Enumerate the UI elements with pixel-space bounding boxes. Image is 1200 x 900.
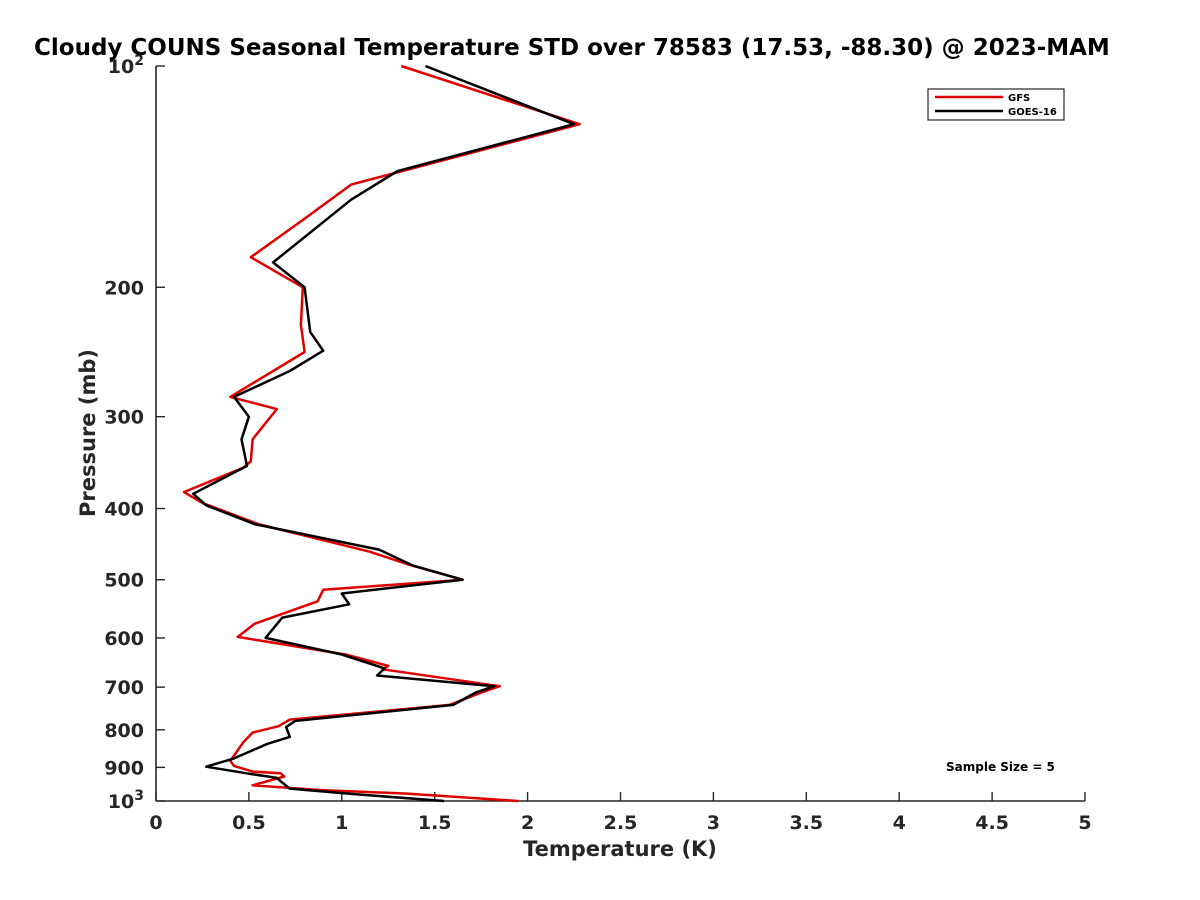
y-ticks: 102 200 300 400 500 600 700 800 900 103	[104, 53, 165, 813]
x-tick-label: 2	[521, 812, 534, 834]
x-tick-label: 4	[893, 812, 906, 834]
y-axis-label: Pressure (mb)	[76, 349, 100, 517]
y-tick-label: 800	[104, 720, 144, 742]
y-tick-label: 102	[108, 53, 144, 78]
legend-label-goes16: GOES-16	[1008, 107, 1057, 118]
series-group	[182, 64, 581, 803]
y-tick-label: 600	[104, 628, 144, 650]
y-tick-label: 700	[104, 677, 144, 699]
x-tick-label: 5	[1078, 812, 1091, 834]
sample-size-annotation: Sample Size = 5	[946, 760, 1055, 774]
x-tick-label: 1.5	[418, 812, 452, 834]
y-tick-label: 300	[104, 407, 144, 429]
y-tick-label: 900	[104, 757, 144, 779]
y-tick-label: 200	[104, 277, 144, 299]
legend-label-gfs: GFS	[1008, 93, 1030, 104]
x-tick-label: 1	[335, 812, 348, 834]
y-tick-label: 500	[104, 570, 144, 592]
chart-title: Cloudy COUNS Seasonal Temperature STD ov…	[34, 35, 1110, 61]
y-tick-label: 400	[104, 499, 144, 521]
x-tick-label: 0.5	[232, 812, 266, 834]
x-tick-label: 3.5	[789, 812, 823, 834]
x-ticks: 0 0.5 1 1.5 2 2.5 3 3.5 4 4.5 5	[149, 792, 1092, 834]
x-tick-label: 4.5	[975, 812, 1009, 834]
y-tick-label: 103	[108, 788, 144, 813]
series-line-goes16	[191, 64, 576, 803]
series-line-gfs	[182, 64, 581, 803]
x-tick-label: 2.5	[604, 812, 638, 834]
x-tick-label: 0	[149, 812, 162, 834]
x-axis-label: Temperature (K)	[523, 837, 717, 861]
legend: GFS GOES-16	[927, 88, 1065, 121]
x-tick-label: 3	[707, 812, 720, 834]
legend-box	[927, 88, 1065, 121]
